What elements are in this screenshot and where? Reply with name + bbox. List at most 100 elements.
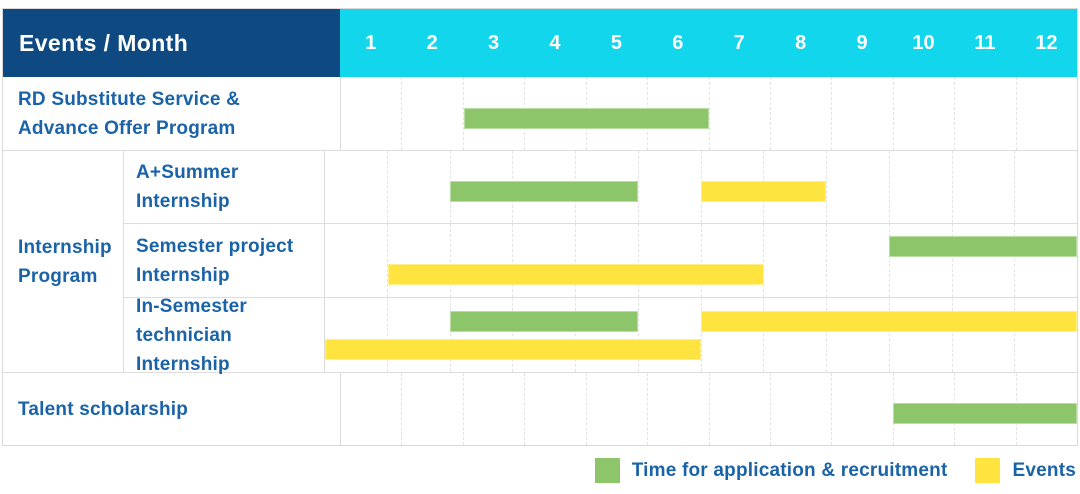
month-cell xyxy=(386,151,450,223)
gantt-track xyxy=(340,373,1077,445)
month-cell xyxy=(386,224,450,297)
legend-swatch-events xyxy=(975,458,1001,483)
month-cell xyxy=(449,151,513,223)
month-header-label: 12 xyxy=(1035,31,1058,54)
month-cell xyxy=(1014,151,1077,223)
month-cell xyxy=(637,151,701,223)
table-row: Semester project Internship xyxy=(124,223,1077,297)
month-header-label: 2 xyxy=(426,31,438,54)
row-label-semester-project-internship: Semester project Internship xyxy=(124,224,324,297)
month-cell xyxy=(647,373,708,445)
row-label-in-semester-technician-internship: In-Semester technician Internship xyxy=(124,296,324,375)
table-row: In-Semester technician Internship xyxy=(124,296,1077,375)
month-cell xyxy=(700,224,764,297)
gantt-bar-events xyxy=(387,264,764,286)
legend-swatch-recruitment xyxy=(594,458,620,483)
gantt-track xyxy=(340,77,1077,150)
gantt-track xyxy=(324,151,1077,223)
legend-label-events: Events xyxy=(1012,459,1076,481)
gantt-bar-recruitment xyxy=(450,310,639,332)
month-header-label: 11 xyxy=(974,31,996,54)
month-header-label: 7 xyxy=(733,31,745,54)
gantt-bar-recruitment xyxy=(893,403,1077,424)
month-cell xyxy=(951,151,1015,223)
month-cell xyxy=(888,224,952,297)
table-row: RD Substitute Service & Advance Offer Pr… xyxy=(3,77,1077,150)
month-cell xyxy=(1014,298,1077,372)
month-cell xyxy=(951,298,1015,372)
row-label-rd-substitute: RD Substitute Service & Advance Offer Pr… xyxy=(3,77,340,150)
table-row: Talent scholarship xyxy=(3,372,1077,445)
month-cell xyxy=(386,298,450,372)
month-cell xyxy=(708,77,770,150)
month-cell xyxy=(700,151,764,223)
legend: Time for application & recruitment Event… xyxy=(594,458,1076,483)
month-cell xyxy=(951,224,1015,297)
month-cell xyxy=(341,373,401,445)
header-title: Events / Month xyxy=(19,29,189,56)
month-cell xyxy=(637,298,701,372)
month-cell xyxy=(826,151,889,223)
month-cell xyxy=(325,224,387,297)
month-cell xyxy=(575,224,638,297)
month-cell xyxy=(462,373,524,445)
table-body: RD Substitute Service & Advance Offer Pr… xyxy=(3,77,1077,445)
gantt-track xyxy=(324,224,1077,297)
month-cell xyxy=(831,77,892,150)
month-cell xyxy=(1014,224,1077,297)
month-header-label: 10 xyxy=(912,31,935,54)
header-events-month-cell: Events / Month xyxy=(3,9,340,77)
month-cell xyxy=(831,373,892,445)
row-label-text: A+Summer Internship xyxy=(136,162,239,212)
events-table: Events / Month 1 2 3 4 5 6 7 8 9 10 11 12 RD Substi… xyxy=(2,8,1078,446)
month-cell xyxy=(449,298,513,372)
month-cell xyxy=(575,298,638,372)
table-header-row: Events / Month 1 2 3 4 5 6 7 8 9 10 11 12 xyxy=(3,9,1077,77)
row-label-text: In-Semester technician Internship xyxy=(136,295,247,375)
month-cell xyxy=(449,224,513,297)
month-cell xyxy=(585,373,647,445)
month-cell xyxy=(708,373,770,445)
month-cell xyxy=(769,373,831,445)
month-cell xyxy=(954,77,1015,150)
month-cell xyxy=(826,224,889,297)
row-label-text: RD Substitute Service & Advance Offer Pr… xyxy=(18,88,241,139)
month-cell xyxy=(763,224,826,297)
row-label-a-summer-internship: A+Summer Internship xyxy=(124,151,324,223)
month-cell xyxy=(325,151,387,223)
gantt-bar-events xyxy=(701,181,827,202)
month-cell xyxy=(700,298,764,372)
month-header-label: 9 xyxy=(856,31,868,54)
month-header-label: 8 xyxy=(795,31,807,54)
gantt-bar-events xyxy=(325,338,701,360)
month-cell xyxy=(892,77,954,150)
month-cell xyxy=(401,77,462,150)
month-cell xyxy=(462,77,524,150)
gantt-bar-recruitment xyxy=(463,107,709,129)
gantt-bar-recruitment xyxy=(889,236,1077,258)
month-cell xyxy=(769,77,831,150)
month-cell xyxy=(888,151,952,223)
month-header-label: 6 xyxy=(672,31,684,54)
gantt-bar-events xyxy=(701,310,1077,332)
month-cell xyxy=(512,298,575,372)
month-cell xyxy=(763,298,826,372)
row-label-talent-scholarship: Talent scholarship xyxy=(3,373,340,445)
month-cell xyxy=(341,77,401,150)
month-cell xyxy=(524,373,585,445)
month-cell xyxy=(512,224,575,297)
gantt-track xyxy=(324,298,1077,372)
month-cell xyxy=(401,373,462,445)
row-label-text: Semester project Internship xyxy=(136,235,294,286)
month-header-label: 4 xyxy=(549,31,561,54)
month-cell xyxy=(888,298,952,372)
group-label-text: Internship Program xyxy=(18,236,112,287)
month-header-label: 5 xyxy=(610,31,622,54)
group-sub-rows: A+Summer Internship Semester project Int… xyxy=(124,151,1077,375)
month-header-label: 1 xyxy=(365,31,377,54)
group-label-internship-program: Internship Program xyxy=(3,151,124,372)
row-label-text: Talent scholarship xyxy=(18,398,189,420)
month-cell xyxy=(637,224,701,297)
month-cell xyxy=(325,298,387,372)
